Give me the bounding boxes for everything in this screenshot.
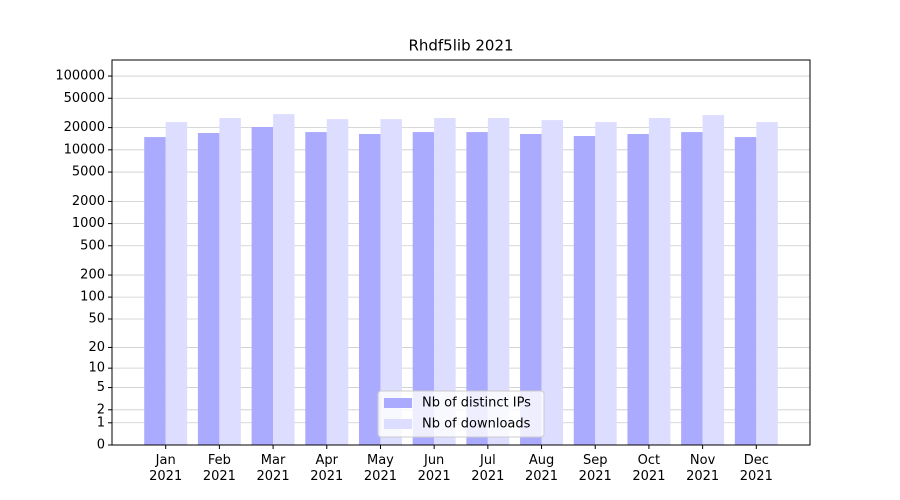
bar: [541, 120, 564, 445]
bar: [648, 118, 671, 445]
y-tick-label: 10000: [64, 142, 105, 157]
bar: [219, 118, 241, 445]
y-tick-label: 20: [88, 340, 105, 355]
y-tick-label: 0: [97, 438, 105, 453]
x-tick-label: Dec 2021: [739, 453, 773, 484]
bar: [487, 118, 510, 445]
x-tick-label: Nov 2021: [686, 453, 720, 484]
x-tick-label: Jan 2021: [149, 453, 183, 484]
x-tick-label: Aug 2021: [524, 453, 559, 484]
chart-title: Rhdf5lib 2021: [408, 37, 513, 55]
bar: [627, 133, 649, 445]
bar: [380, 119, 402, 446]
bar: [756, 122, 778, 445]
bar: [734, 137, 757, 445]
x-tick-label: May 2021: [363, 453, 397, 484]
bar: [251, 126, 274, 445]
y-tick-label: 5: [97, 380, 105, 395]
y-tick-label: 50000: [64, 91, 105, 106]
y-tick-label: 100000: [55, 69, 105, 84]
bar: [702, 115, 725, 445]
y-tick-label: 20000: [64, 120, 105, 135]
bar: [165, 122, 188, 445]
y-tick-label: 2: [97, 402, 105, 417]
y-tick-label: 500: [80, 238, 105, 253]
y-tick-label: 10: [88, 361, 105, 376]
y-tick-label: 50: [88, 311, 105, 326]
plot-frame: [111, 59, 811, 446]
bar: [466, 132, 488, 445]
legend-label: Nb of distinct IPs: [422, 396, 531, 411]
bar: [144, 137, 166, 445]
bar: [273, 114, 295, 445]
x-tick-label: Oct 2021: [632, 453, 666, 484]
y-tick-label: 100: [80, 290, 105, 305]
x-tick-label: Sep 2021: [578, 453, 612, 484]
bar: [520, 133, 542, 445]
x-tick-label: Jun 2021: [417, 453, 451, 484]
bar: [595, 122, 617, 445]
y-tick-label: 1000: [72, 216, 105, 231]
y-tick-label: 1: [97, 415, 105, 430]
bar: [412, 132, 435, 445]
x-tick-label: Feb 2021: [202, 453, 236, 484]
bar: [434, 118, 456, 445]
bar: [197, 133, 220, 445]
y-tick-label: 2000: [72, 194, 105, 209]
y-tick-label: 200: [80, 268, 105, 283]
x-tick-label: Mar 2021: [256, 453, 290, 484]
x-tick-label: Jul 2021: [471, 453, 505, 484]
bar: [305, 132, 327, 445]
bar: [681, 132, 703, 445]
bar: [573, 135, 596, 445]
legend-swatch: [384, 419, 412, 429]
legend-label: Nb of downloads: [422, 417, 531, 432]
x-tick-label: Apr 2021: [310, 453, 344, 484]
y-tick-label: 5000: [72, 165, 105, 180]
bar: [358, 133, 381, 445]
legend-swatch: [384, 398, 412, 408]
bar: [326, 119, 349, 446]
legend-box: [377, 390, 545, 438]
